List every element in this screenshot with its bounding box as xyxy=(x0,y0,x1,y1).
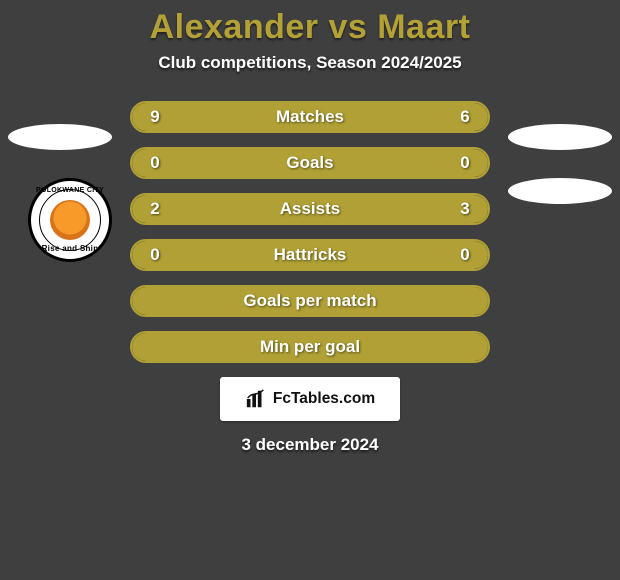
club-badge-left: POLOKWANE CITY Rise and Shin xyxy=(28,178,112,262)
comparison-card: Alexander vs Maart Club competitions, Se… xyxy=(0,0,620,500)
bar-value-right: 0 xyxy=(450,241,480,269)
brand-bars-icon xyxy=(245,388,267,410)
bar-label: Min per goal xyxy=(132,333,488,361)
brand-box[interactable]: FcTables.com xyxy=(220,377,400,421)
bar-value-left: 9 xyxy=(140,103,170,131)
stat-row-assists: Assists2 3 xyxy=(130,193,490,225)
bar-value-right: 3 xyxy=(450,195,480,223)
stat-row-goals-per-match: Goals per match xyxy=(130,285,490,317)
bar-value-left: 2 xyxy=(140,195,170,223)
bar-label: Hattricks xyxy=(132,241,488,269)
badge-top-text: POLOKWANE CITY xyxy=(28,187,112,194)
badge-bottom-text: Rise and Shin xyxy=(28,244,112,253)
bar-label: Assists xyxy=(132,195,488,223)
bar-value-left: 0 xyxy=(140,241,170,269)
stat-row-min-per-goal: Min per goal xyxy=(130,331,490,363)
bar-value-right: 0 xyxy=(450,149,480,177)
stat-row-goals: Goals0 0 xyxy=(130,147,490,179)
bar-label: Matches xyxy=(132,103,488,131)
page-title: Alexander vs Maart xyxy=(0,0,620,47)
date-text: 3 december 2024 xyxy=(0,435,620,455)
team-mark-left xyxy=(8,124,112,150)
bar-value-right: 6 xyxy=(450,103,480,131)
bar-label: Goals xyxy=(132,149,488,177)
team-mark-right xyxy=(508,124,612,150)
stat-bars: Matches96Goals00Assists23Hattricks00Goal… xyxy=(130,101,490,363)
stat-row-matches: Matches9 6 xyxy=(130,101,490,133)
badge-sun-icon xyxy=(50,200,90,240)
bar-label: Goals per match xyxy=(132,287,488,315)
team-mark-right-2 xyxy=(508,178,612,204)
bar-value-left: 0 xyxy=(140,149,170,177)
subtitle: Club competitions, Season 2024/2025 xyxy=(0,53,620,73)
brand-text: FcTables.com xyxy=(273,390,375,408)
stat-row-hattricks: Hattricks0 0 xyxy=(130,239,490,271)
